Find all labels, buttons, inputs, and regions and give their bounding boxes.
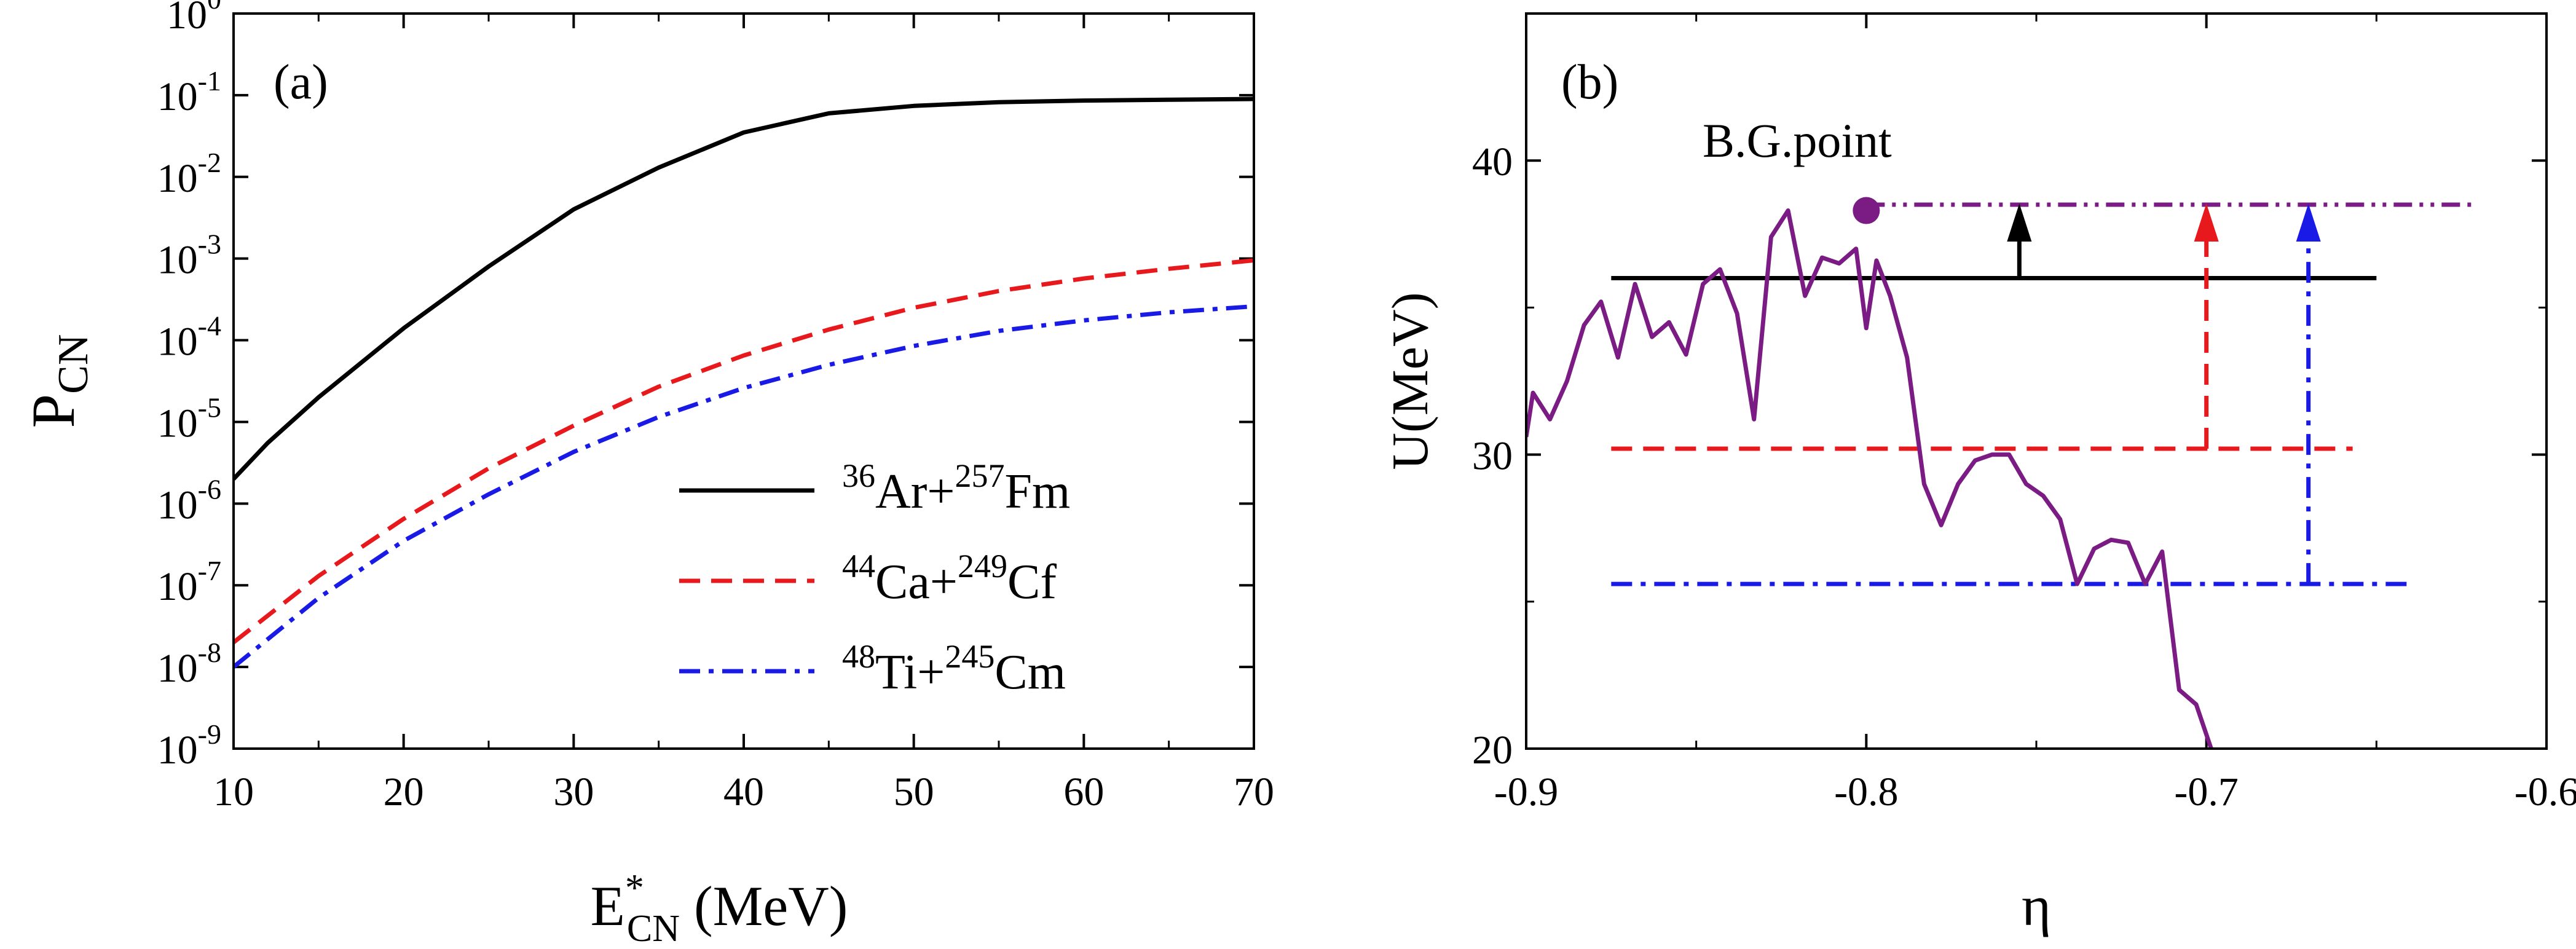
legend-element: Ti+ [875, 645, 945, 699]
legend-element: Ca+ [875, 555, 958, 609]
panel-b-ticks: -0.9 -0.8 -0.7 -0.6 20 30 40 [1472, 12, 2576, 814]
legend-label: 48Ti+245Cm [842, 638, 1066, 699]
legend-element: Ar+ [875, 465, 955, 519]
legend-element: Fm [1005, 465, 1071, 519]
panel-a-y-tick-label: 10-7 [157, 555, 221, 609]
legend-element: Cf [1007, 555, 1057, 609]
panel-a-y-axis-title-main: P [19, 394, 87, 428]
panel-a-x-tick-label: 40 [723, 770, 764, 814]
panel-a-y-tick-exponent: -6 [198, 473, 221, 505]
panel-a-series-line [234, 304, 1254, 669]
panel-a-y-tick-label: 100 [167, 0, 221, 37]
panel-a-curves [234, 96, 1254, 669]
panel-a-x-axis-title: E* CN (MeV) [591, 867, 848, 949]
panel-a-frame [232, 12, 1255, 750]
panel-b-x-tick-label: -0.9 [1494, 770, 1558, 814]
panel-a-y-tick-base: 10 [157, 320, 198, 364]
panel-a-y-tick-exponent: -1 [198, 65, 221, 96]
panel-b-y-tick-label: 20 [1472, 728, 1513, 773]
panel-a-series-line [234, 258, 1254, 644]
panel-b-y-tick-label: 40 [1472, 140, 1513, 184]
legend-mass-number: 245 [945, 638, 995, 675]
panel-a-x-tick-label: 20 [384, 770, 424, 814]
panel-a-x-axis-title-sub: CN [627, 908, 680, 949]
panel-a-y-tick-label: 10-3 [157, 229, 221, 283]
panel-b-y-tick-label: 30 [1472, 434, 1513, 479]
legend-label: 44Ca+249Cf [842, 548, 1057, 609]
panel-a-y-tick-base: 10 [157, 564, 198, 609]
legend-mass-number: 44 [842, 548, 875, 585]
legend-element: Cm [995, 645, 1066, 699]
panel-b-arrow-head [2296, 203, 2321, 242]
panel-a-y-tick-base: 10 [157, 74, 198, 119]
panel-a-y-tick-label: 10-4 [157, 310, 221, 364]
panel-b-label: (b) [1561, 55, 1618, 109]
panel-a-y-tick-base: 10 [157, 646, 198, 691]
panel-a-y-tick-exponent: -2 [198, 147, 221, 178]
panel-a: 10 20 30 40 50 60 7010-910-810-710-610-510-410… [19, 0, 1274, 949]
panel-a-x-tick-label: 70 [1234, 770, 1274, 814]
panel-a-y-tick-exponent: -4 [198, 310, 221, 342]
panel-a-y-axis-title-sub: CN [50, 334, 97, 394]
panel-a-x-axis-title-sup: * [625, 867, 644, 909]
panel-a-y-tick-base: 10 [157, 728, 198, 773]
panel-b-x-tick-label: -0.8 [1834, 770, 1898, 814]
panel-a-ticks: 10 20 30 40 50 60 7010-910-810-710-610-510-410… [157, 0, 1274, 814]
panel-b-arrow-head [2007, 203, 2032, 242]
panel-a-y-tick-exponent: -5 [198, 392, 221, 423]
legend-mass-number: 48 [842, 638, 875, 675]
legend-mass-number: 257 [955, 457, 1005, 494]
bg-point-marker [1853, 197, 1880, 224]
panel-b-frame [1525, 12, 2548, 750]
panel-a-y-tick-label: 10-2 [157, 147, 221, 201]
panel-b-x-tick-label: -0.6 [2515, 770, 2576, 814]
panel-a-y-tick-exponent: -7 [198, 555, 221, 586]
legend-mass-number: 249 [958, 548, 1007, 585]
panel-a-x-axis-title-main: E [591, 875, 625, 937]
panel-a-y-tick-exponent: 0 [207, 0, 221, 15]
panel-b-x-tick-label: -0.7 [2174, 770, 2238, 814]
panel-a-y-tick-label: 10-5 [157, 392, 221, 446]
legend-mass-number: 36 [842, 457, 875, 494]
legend-label: 36Ar+257Fm [842, 457, 1070, 519]
panel-a-legend: 36Ar+257Fm 44Ca+249Cf 48Ti+245Cm [679, 457, 1070, 699]
panel-b-x-axis-title: η [2022, 875, 2051, 937]
panel-a-y-tick-base: 10 [157, 238, 198, 283]
panel-a-y-tick-label: 10-8 [157, 637, 221, 691]
panel-a-x-tick-label: 30 [553, 770, 594, 814]
panel-a-y-tick-base: 10 [157, 401, 198, 446]
panel-b: -0.9 -0.8 -0.7 -0.6 20 30 40 (b) B.G.point U(M… [1382, 12, 2576, 937]
panel-a-y-tick-label: 10-6 [157, 473, 221, 527]
panel-b-plot [1526, 197, 2479, 749]
panel-a-y-tick-label: 10-1 [157, 65, 221, 119]
panel-b-arrow-head [2194, 203, 2219, 242]
panel-a-y-tick-base: 10 [157, 482, 198, 527]
panel-a-y-tick-exponent: -9 [198, 719, 221, 750]
panel-a-x-tick-label: 60 [1063, 770, 1104, 814]
panel-a-y-tick-label: 10-9 [157, 719, 221, 773]
panel-b-y-axis-title: U(MeV) [1382, 292, 1439, 470]
panel-a-y-tick-base: 10 [157, 156, 198, 201]
panel-a-y-axis-title: PCN [19, 334, 97, 428]
panel-b-potential-curve [1526, 208, 2214, 749]
panel-a-y-tick-base: 10 [167, 0, 207, 37]
bg-point-annotation: B.G.point [1703, 114, 1892, 167]
panel-a-label: (a) [274, 55, 328, 109]
panel-a-y-tick-exponent: -3 [198, 229, 221, 260]
panel-a-series-line [234, 96, 1254, 481]
panel-a-x-tick-label: 50 [894, 770, 934, 814]
panel-a-y-tick-exponent: -8 [198, 637, 221, 668]
panel-a-x-axis-title-rest: (MeV) [680, 875, 848, 937]
panel-a-x-tick-label: 10 [213, 770, 254, 814]
